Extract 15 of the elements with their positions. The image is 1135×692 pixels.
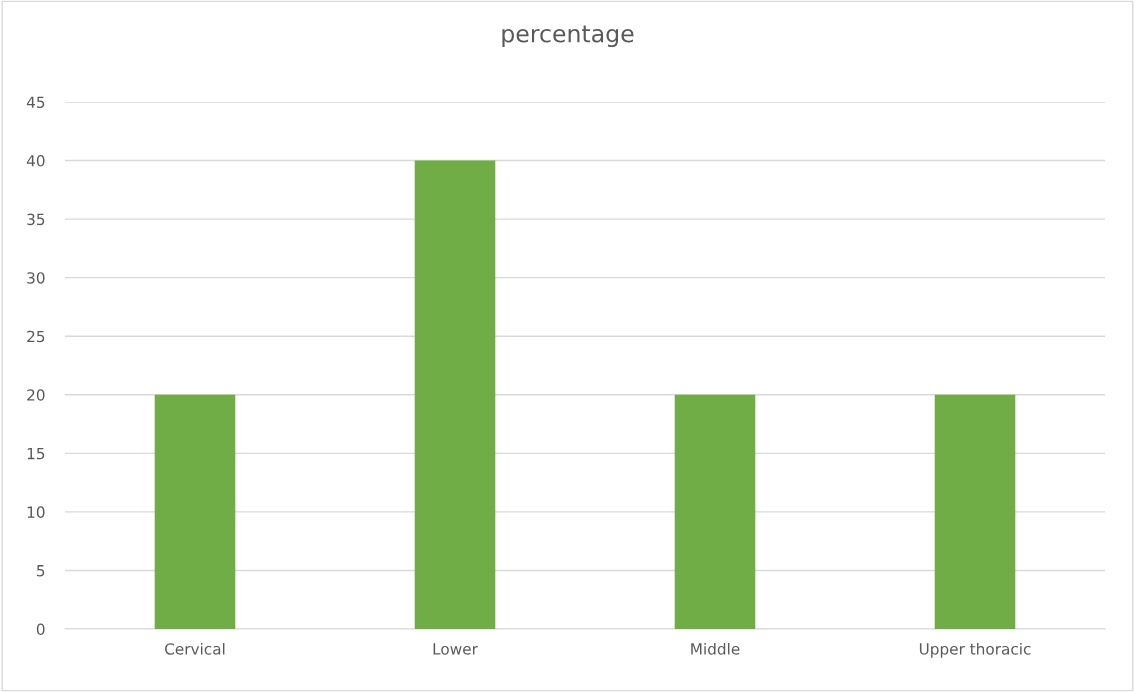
x-tick-label: Upper thoracic [919,642,1031,658]
y-tick-label: 40 [26,155,45,167]
chart-title: percentage [502,25,634,48]
x-tick-label: Middle [691,642,740,655]
y-tick-label: 10 [27,506,45,518]
y-tick-label: 0 [36,623,45,636]
y-tick-label: 45 [26,96,45,109]
x-tick-label: Lower [433,643,478,655]
y-tick-label: 5 [37,565,45,577]
y-tick-label: 25 [27,330,45,343]
y-tick-label: 15 [27,448,45,460]
y-tick-label: 20 [27,389,45,401]
y-tick-label: 35 [27,213,45,226]
x-tick-label: Cervical [165,642,225,655]
y-tick-label: 30 [27,272,45,284]
